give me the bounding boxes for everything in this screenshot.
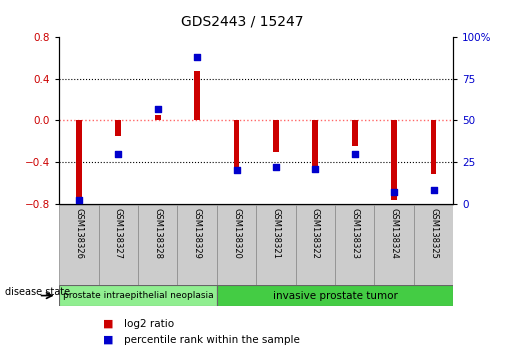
Bar <box>313 120 318 167</box>
Bar <box>59 285 217 306</box>
Text: ■: ■ <box>103 335 113 345</box>
Text: GSM138329: GSM138329 <box>193 208 201 258</box>
Text: disease state: disease state <box>5 287 70 297</box>
Text: GSM138325: GSM138325 <box>429 208 438 258</box>
Point <box>232 167 241 173</box>
Point <box>114 151 123 156</box>
Point <box>311 166 319 171</box>
Bar <box>335 205 374 285</box>
Text: GSM138324: GSM138324 <box>390 208 399 258</box>
Text: GSM138328: GSM138328 <box>153 208 162 259</box>
Bar <box>374 205 414 285</box>
Text: ■: ■ <box>103 319 113 329</box>
Text: GSM138327: GSM138327 <box>114 208 123 259</box>
Text: invasive prostate tumor: invasive prostate tumor <box>272 291 398 301</box>
Text: GSM138320: GSM138320 <box>232 208 241 258</box>
Text: prostate intraepithelial neoplasia: prostate intraepithelial neoplasia <box>63 291 213 300</box>
Point <box>351 151 359 156</box>
Point <box>390 189 398 195</box>
Bar <box>59 205 99 285</box>
Text: log2 ratio: log2 ratio <box>124 319 174 329</box>
Bar <box>155 115 161 120</box>
Bar <box>296 205 335 285</box>
Bar <box>194 72 200 120</box>
Text: GSM138321: GSM138321 <box>271 208 280 258</box>
Bar <box>115 120 121 136</box>
Bar <box>76 120 82 200</box>
Bar <box>391 120 397 200</box>
Text: GSM138323: GSM138323 <box>350 208 359 259</box>
Point <box>193 54 201 60</box>
Point <box>75 198 83 203</box>
Point <box>153 106 162 112</box>
Text: GSM138326: GSM138326 <box>75 208 83 259</box>
Bar <box>138 205 177 285</box>
Bar <box>177 205 217 285</box>
Bar <box>99 205 138 285</box>
Bar <box>256 205 296 285</box>
Point <box>430 187 438 193</box>
Bar <box>217 285 453 306</box>
Bar <box>414 205 453 285</box>
Text: percentile rank within the sample: percentile rank within the sample <box>124 335 300 345</box>
Point <box>272 164 280 170</box>
Text: GDS2443 / 15247: GDS2443 / 15247 <box>181 14 303 28</box>
Bar <box>234 120 239 175</box>
Text: GSM138322: GSM138322 <box>311 208 320 258</box>
Bar <box>352 120 357 146</box>
Bar <box>217 205 256 285</box>
Bar <box>431 120 436 175</box>
Bar <box>273 120 279 152</box>
